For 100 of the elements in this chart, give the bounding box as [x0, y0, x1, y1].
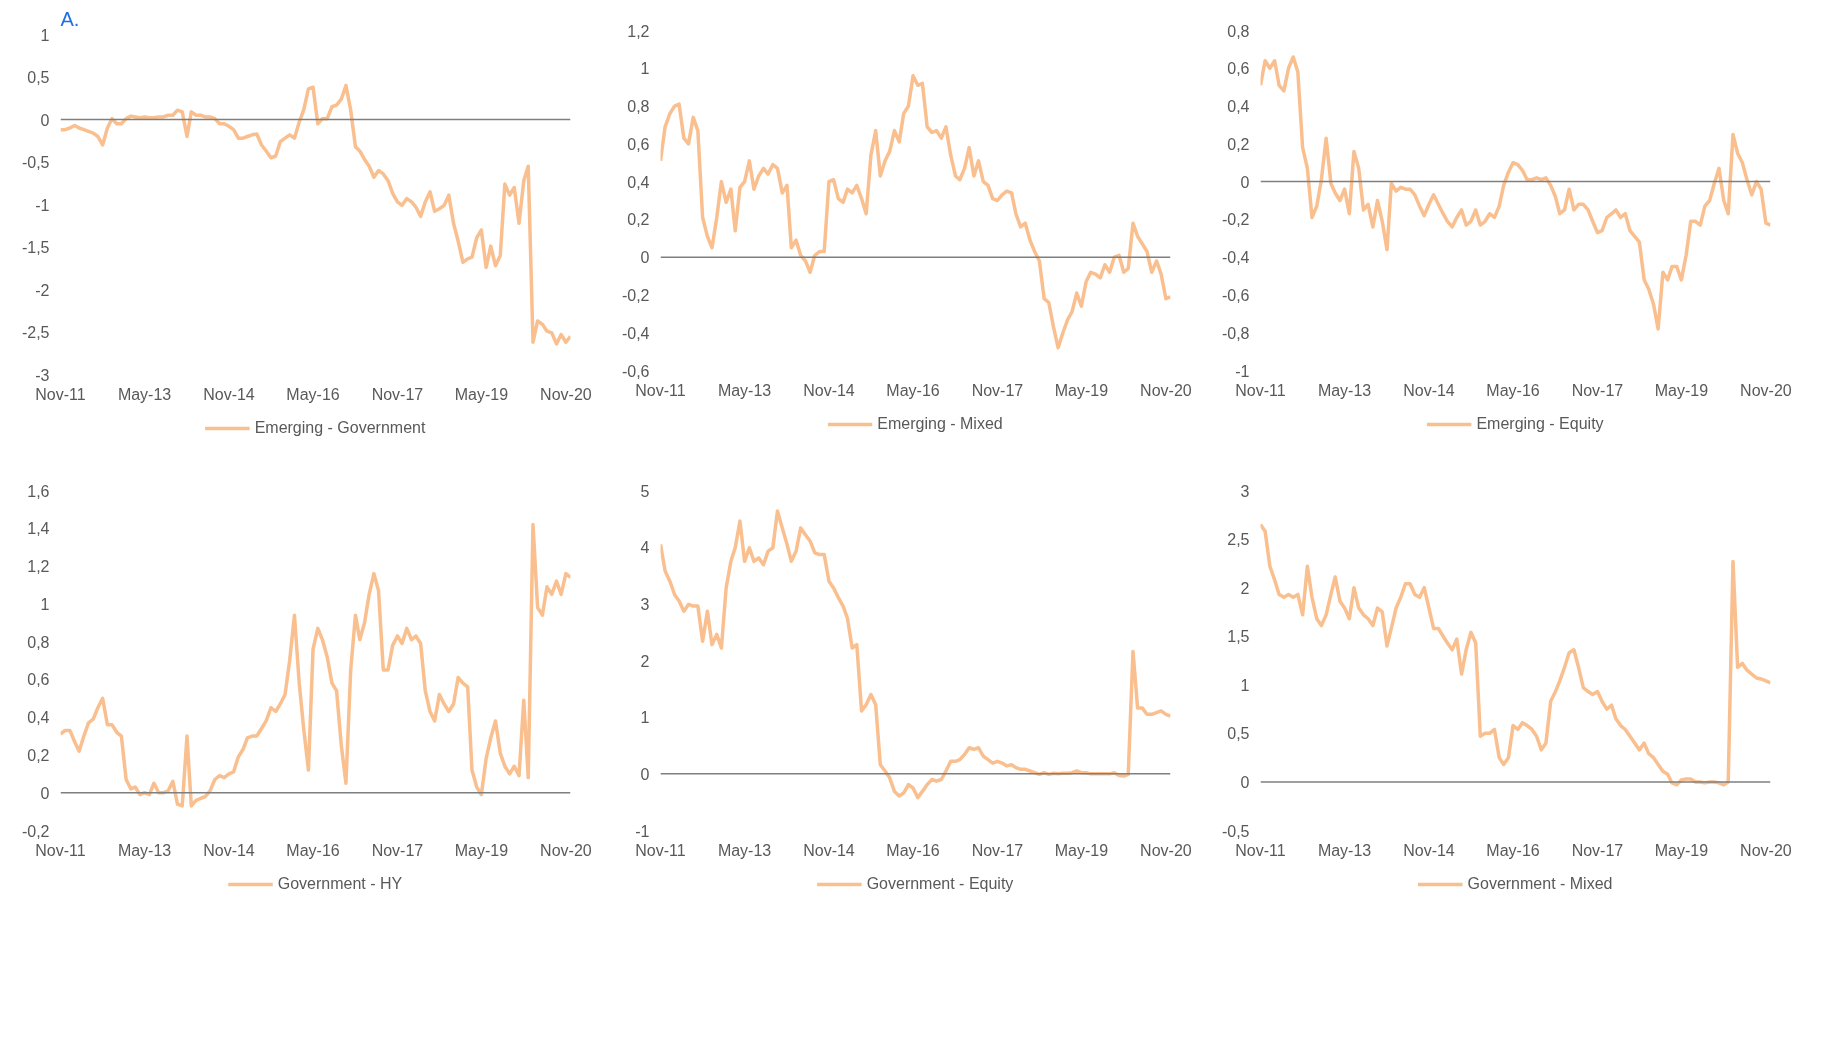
- y-tick-label: 0: [40, 784, 50, 802]
- x-tick-label: Nov-14: [803, 381, 855, 399]
- x-tick-label: Nov-17: [971, 841, 1024, 859]
- legend-label: Emerging - Mixed: [877, 414, 1003, 433]
- x-tick-label: May-19: [1054, 841, 1109, 859]
- x-tick-label: May-13: [117, 385, 172, 403]
- y-tick-label: 0: [640, 765, 650, 783]
- legend-label: Government - Mixed: [1467, 874, 1613, 893]
- x-tick-label: Nov-14: [803, 841, 855, 859]
- x-tick-label: Nov-20: [1140, 841, 1192, 859]
- x-tick-label: May-16: [886, 381, 940, 399]
- x-tick-label: Nov-11: [1235, 381, 1286, 399]
- y-tick-label: 0,6: [1227, 60, 1250, 78]
- x-tick-label: May-13: [717, 381, 772, 399]
- y-tick-label: 0: [1240, 773, 1250, 791]
- y-tick-label: 2: [1240, 579, 1250, 597]
- y-tick-label: 1,2: [627, 22, 650, 40]
- line-series: [660, 74, 1171, 350]
- y-tick-label: 3: [1240, 482, 1250, 500]
- y-tick-label: -0,6: [1221, 286, 1250, 304]
- y-tick-label: 1,2: [27, 558, 50, 576]
- x-tick-label: Nov-14: [1403, 841, 1455, 859]
- y-tick-label: 1: [40, 26, 50, 44]
- x-tick-label: Nov-17: [371, 385, 424, 403]
- x-tick-label: May-13: [1317, 381, 1372, 399]
- y-tick-label: -0,2: [1221, 211, 1250, 229]
- y-tick-label: 0,6: [627, 135, 650, 153]
- y-tick-label: 0: [640, 249, 650, 267]
- x-tick-label: Nov-14: [203, 841, 255, 859]
- y-tick-label: -0,4: [1221, 249, 1250, 267]
- y-tick-label: 1: [40, 595, 50, 613]
- x-tick-label: Nov-20: [1140, 381, 1192, 399]
- y-tick-label: 0,4: [27, 709, 50, 727]
- y-tick-label: 0: [40, 111, 50, 129]
- y-tick-label: -0,5: [21, 154, 50, 171]
- line-series: [1260, 522, 1771, 787]
- x-tick-label: Nov-17: [1571, 841, 1624, 859]
- y-tick-label: 0: [1240, 173, 1250, 191]
- x-tick-label: May-16: [1486, 381, 1540, 399]
- legend-label: Emerging - Government: [254, 418, 426, 437]
- y-tick-label: 0,8: [27, 633, 50, 651]
- y-tick-label: -2: [35, 281, 50, 299]
- y-tick-label: 0,2: [27, 746, 50, 764]
- x-tick-label: Nov-20: [540, 841, 592, 859]
- x-tick-label: Nov-17: [971, 381, 1024, 399]
- y-tick-label: 0,8: [627, 98, 650, 116]
- x-tick-label: May-19: [1654, 381, 1709, 399]
- y-tick-label: -0,6: [621, 362, 650, 380]
- y-tick-label: 4: [640, 539, 650, 557]
- y-tick-label: -0,2: [621, 286, 650, 304]
- x-tick-label: Nov-17: [1571, 381, 1624, 399]
- x-tick-label: May-16: [886, 841, 940, 859]
- y-tick-label: 0,5: [27, 69, 50, 86]
- x-tick-label: May-19: [1054, 381, 1109, 399]
- y-tick-label: 3: [640, 595, 650, 613]
- y-tick-label: 1,5: [1227, 628, 1250, 646]
- x-tick-label: May-13: [117, 841, 172, 859]
- x-tick-label: May-19: [454, 841, 509, 859]
- y-tick-label: -0,5: [1221, 822, 1250, 840]
- x-tick-label: Nov-14: [1403, 381, 1455, 399]
- x-tick-label: Nov-11: [635, 841, 686, 859]
- y-tick-label: 0,4: [1227, 98, 1250, 116]
- y-tick-label: -1: [35, 196, 50, 214]
- x-tick-label: Nov-11: [635, 381, 686, 399]
- y-tick-label: 2: [640, 652, 650, 670]
- line-series: [1260, 55, 1771, 331]
- y-tick-label: -1: [1235, 362, 1250, 380]
- y-tick-label: 1,6: [27, 482, 50, 500]
- y-tick-label: -0,8: [1221, 324, 1250, 342]
- y-tick-label: 1: [1240, 676, 1250, 694]
- y-tick-label: -2,5: [21, 324, 50, 341]
- line-series: [60, 83, 571, 346]
- x-tick-label: Nov-11: [35, 385, 86, 403]
- x-tick-label: Nov-11: [35, 841, 86, 859]
- y-tick-label: 0,2: [627, 211, 650, 229]
- x-tick-label: Nov-20: [1740, 841, 1792, 859]
- x-tick-label: Nov-11: [1235, 841, 1286, 859]
- y-tick-label: 5: [640, 482, 650, 500]
- x-tick-label: Nov-20: [540, 385, 592, 403]
- x-tick-label: May-13: [717, 841, 772, 859]
- x-tick-label: Nov-20: [1740, 381, 1792, 399]
- y-tick-label: 0,5: [1227, 725, 1250, 743]
- y-tick-label: 0,6: [27, 671, 50, 689]
- y-tick-label: 1: [640, 60, 650, 78]
- x-tick-label: May-13: [1317, 841, 1372, 859]
- x-tick-label: Nov-14: [203, 385, 255, 403]
- line-series: [660, 509, 1171, 800]
- y-tick-label: 0,2: [1227, 135, 1250, 153]
- y-tick-label: 1,4: [27, 520, 50, 538]
- x-tick-label: Nov-17: [371, 841, 424, 859]
- x-tick-label: May-19: [1654, 841, 1709, 859]
- x-tick-label: May-16: [286, 841, 340, 859]
- y-tick-label: -0,2: [21, 822, 50, 840]
- y-tick-label: 1: [640, 709, 650, 727]
- legend-label: Emerging - Equity: [1476, 414, 1604, 433]
- line-series: [60, 522, 571, 808]
- y-tick-label: -3: [35, 366, 50, 384]
- y-tick-label: -1,5: [21, 239, 50, 256]
- legend-label: Government - HY: [277, 874, 403, 893]
- x-tick-label: May-16: [1486, 841, 1540, 859]
